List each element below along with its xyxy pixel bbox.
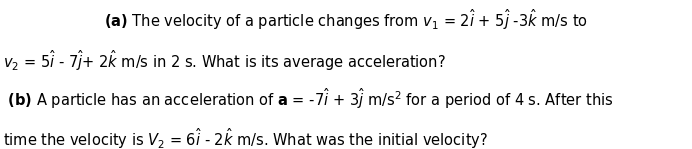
Text: time the velocity is $V_2$ = 6$\hat{i}$ - 2$\hat{k}$ m/s. What was the initial v: time the velocity is $V_2$ = 6$\hat{i}$ … [3, 127, 489, 149]
Text: $v_2$ = 5$\hat{i}$ - 7$\hat{j}$+ 2$\hat{k}$ m/s in 2 s. What is its average acce: $v_2$ = 5$\hat{i}$ - 7$\hat{j}$+ 2$\hat{… [3, 48, 446, 73]
Text: $\mathbf{(a)}$ The velocity of a particle changes from $v_1$ = 2$\hat{i}$ + 5$\h: $\mathbf{(a)}$ The velocity of a particl… [104, 7, 588, 32]
Text: $\mathbf{(b)}$ A particle has an acceleration of $\mathbf{a}$ = -7$\hat{i}$ + 3$: $\mathbf{(b)}$ A particle has an acceler… [3, 86, 614, 111]
